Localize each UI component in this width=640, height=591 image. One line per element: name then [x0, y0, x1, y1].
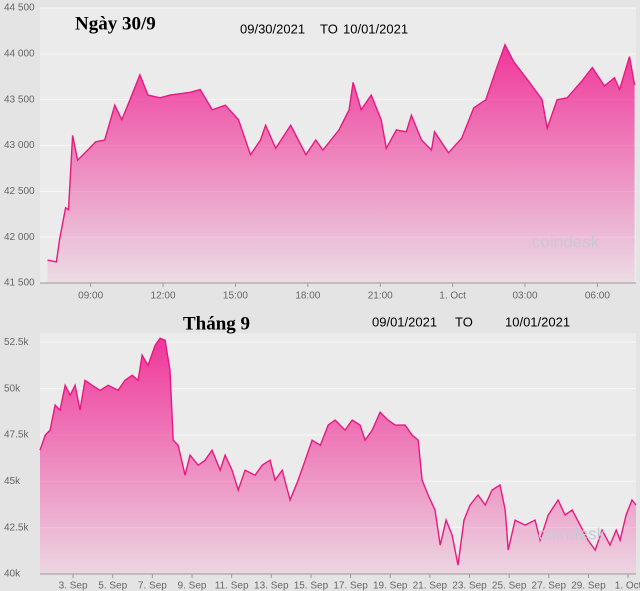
x-tick-label: 17. Sep — [333, 581, 368, 591]
price-line — [39, 337, 637, 566]
x-tick-label: 15. Sep — [294, 581, 329, 591]
y-tick-label: 52.5k — [4, 337, 29, 348]
chart-title: Tháng 9 — [183, 313, 250, 334]
area-fill — [47, 44, 635, 284]
y-tick-label: 50k — [4, 383, 21, 394]
x-tick-label: 7. Sep — [138, 581, 167, 591]
x-tick-label: 1. Oct — [439, 291, 466, 302]
y-tick-label: 44 500 — [4, 3, 35, 14]
y-tick-label: 42 000 — [4, 232, 35, 243]
date-range: 09/30/2021 — [240, 21, 305, 36]
x-tick-label: 13. Sep — [254, 581, 289, 591]
y-tick-label: 41 500 — [4, 278, 35, 289]
x-tick-label: 3. Sep — [59, 581, 88, 591]
chart-title: Ngày 30/9 — [75, 13, 156, 34]
y-tick-label: 43 500 — [4, 94, 35, 105]
x-tick-label: 27. Sep — [532, 581, 567, 591]
x-tick-label: 03:00 — [512, 291, 537, 302]
price-line — [47, 42, 636, 263]
x-tick-label: 21:00 — [368, 291, 393, 302]
y-tick-label: 42.5k — [4, 522, 29, 533]
y-tick-label: 43 000 — [4, 140, 35, 151]
x-tick-label: 25. Sep — [492, 581, 527, 591]
x-tick-label: 21. Sep — [413, 581, 448, 591]
date-range: 10/01/2021 — [505, 314, 570, 329]
x-tick-label: 06:00 — [585, 291, 610, 302]
date-range: TO — [455, 314, 473, 329]
x-tick-label: 11. Sep — [215, 581, 249, 591]
x-tick-label: 5. Sep — [98, 581, 127, 591]
x-tick-label: 9. Sep — [178, 581, 207, 591]
x-tick-label: 29. Sep — [571, 581, 606, 591]
area-fill — [40, 338, 636, 574]
y-tick-label: 45k — [4, 476, 21, 487]
x-tick-label: 18:00 — [295, 291, 320, 302]
watermark: coindesk — [532, 232, 600, 251]
y-tick-label: 44 000 — [4, 48, 35, 59]
y-tick-label: 40k — [4, 569, 21, 580]
y-tick-label: 42 500 — [4, 186, 35, 197]
y-tick-label: 47.5k — [4, 430, 29, 441]
x-tick-label: 12:00 — [151, 291, 176, 302]
watermark: coindesk — [538, 524, 606, 543]
x-tick-label: 1. Oct — [615, 581, 640, 591]
date-range: 09/01/2021 — [372, 314, 437, 329]
date-range: 10/01/2021 — [343, 21, 408, 36]
x-tick-label: 09:00 — [78, 291, 103, 302]
date-range: TO — [320, 21, 338, 36]
x-tick-label: 19. Sep — [373, 581, 408, 591]
x-tick-label: 15:00 — [223, 291, 248, 302]
x-tick-label: 23. Sep — [452, 581, 487, 591]
